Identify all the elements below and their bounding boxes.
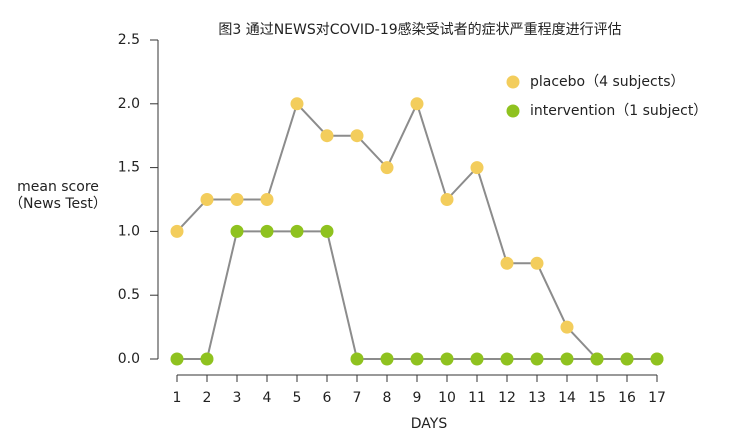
data-point xyxy=(290,224,304,238)
x-tick-label: 7 xyxy=(353,390,362,406)
x-tick-label: 5 xyxy=(293,390,302,406)
x-tick-label: 10 xyxy=(438,390,456,406)
data-point xyxy=(620,352,634,366)
x-tick-label: 8 xyxy=(383,390,392,406)
legend-marker xyxy=(506,104,520,118)
y-tick-label: 1.5 xyxy=(118,160,140,176)
data-point xyxy=(380,352,394,366)
x-tick-label: 6 xyxy=(323,390,332,406)
data-point xyxy=(230,224,244,238)
x-tick-label: 16 xyxy=(618,390,636,406)
data-point xyxy=(320,129,334,143)
y-tick-label: 2.0 xyxy=(118,96,140,112)
series-line xyxy=(177,230,657,360)
x-tick-label: 9 xyxy=(413,390,422,406)
data-point xyxy=(230,193,244,206)
x-tick-label: 4 xyxy=(263,390,272,406)
y-axis-label: mean score xyxy=(17,179,99,195)
data-point xyxy=(530,352,544,366)
x-tick-label: 1 xyxy=(173,390,182,406)
data-point xyxy=(380,161,394,175)
y-tick-label: 0.5 xyxy=(118,287,140,303)
data-point xyxy=(200,193,214,206)
data-point xyxy=(170,224,184,238)
data-point xyxy=(410,97,424,111)
y-tick-label: 2.5 xyxy=(118,32,140,48)
data-point xyxy=(470,352,484,366)
data-point xyxy=(500,256,514,270)
x-tick-label: 14 xyxy=(558,390,576,406)
data-point xyxy=(260,193,274,206)
data-point xyxy=(560,320,574,334)
data-point xyxy=(170,352,184,366)
data-point xyxy=(200,352,214,366)
x-tick-label: 11 xyxy=(468,390,486,406)
data-point xyxy=(350,352,364,366)
data-point xyxy=(590,352,604,366)
data-point xyxy=(260,224,274,238)
y-tick-label: 0.0 xyxy=(118,351,140,367)
x-tick-label: 12 xyxy=(498,390,516,406)
data-point xyxy=(410,352,424,366)
data-point xyxy=(650,352,664,366)
data-point xyxy=(440,352,454,366)
data-point xyxy=(530,256,544,270)
x-tick-label: 13 xyxy=(528,390,546,406)
data-point xyxy=(440,193,454,206)
y-axis-label: （News Test） xyxy=(9,196,107,212)
legend-marker xyxy=(506,75,520,89)
x-tick-label: 2 xyxy=(203,390,212,406)
legend-label: intervention（1 subject） xyxy=(530,103,707,119)
y-tick-label: 1.0 xyxy=(118,223,140,239)
data-point xyxy=(500,352,514,366)
data-point xyxy=(470,161,484,175)
x-tick-label: 15 xyxy=(588,390,606,406)
legend-label: placebo（4 subjects） xyxy=(530,74,685,90)
data-point xyxy=(320,224,334,238)
x-tick-label: 17 xyxy=(648,390,666,406)
x-tick-label: 3 xyxy=(233,390,242,406)
data-point xyxy=(560,352,574,366)
data-point xyxy=(290,97,304,111)
chart-title: 图3 通过NEWS对COVID-19感染受试者的症状严重程度进行评估 xyxy=(218,21,621,38)
data-point xyxy=(350,129,364,143)
x-axis-label: DAYS xyxy=(411,416,448,432)
